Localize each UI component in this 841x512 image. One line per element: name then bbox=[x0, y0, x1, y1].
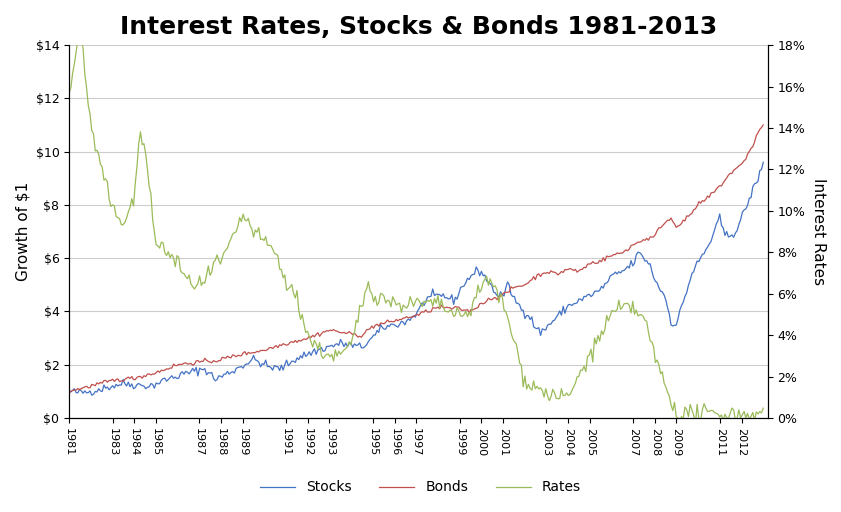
Bonds bbox=[569, 267, 579, 273]
Legend: Stocks, Bonds, Rates: Stocks, Bonds, Rates bbox=[255, 475, 586, 500]
Stocks bbox=[292, 355, 302, 361]
Line: Rates: Rates bbox=[69, 26, 764, 424]
Bonds bbox=[290, 337, 300, 344]
Stocks bbox=[87, 392, 97, 398]
Stocks bbox=[502, 279, 512, 285]
Stocks bbox=[64, 387, 74, 393]
Rates bbox=[759, 405, 769, 411]
Rates bbox=[502, 314, 512, 320]
Bonds bbox=[759, 122, 769, 128]
Rates bbox=[64, 90, 74, 96]
Rates bbox=[570, 380, 580, 387]
Stocks bbox=[759, 159, 769, 165]
Bonds bbox=[500, 289, 510, 295]
Rates bbox=[567, 388, 577, 394]
Stocks bbox=[150, 385, 160, 391]
Line: Stocks: Stocks bbox=[69, 162, 764, 395]
Rates bbox=[292, 287, 302, 293]
Bonds bbox=[565, 266, 575, 272]
Y-axis label: Interest Rates: Interest Rates bbox=[811, 178, 826, 285]
Rates bbox=[690, 421, 701, 427]
Bonds bbox=[339, 329, 349, 335]
Rates bbox=[341, 346, 351, 352]
Bonds bbox=[148, 371, 158, 377]
Y-axis label: Growth of $1: Growth of $1 bbox=[15, 182, 30, 281]
Stocks bbox=[567, 303, 577, 309]
Bonds bbox=[64, 390, 74, 396]
Line: Bonds: Bonds bbox=[69, 125, 764, 393]
Stocks bbox=[570, 301, 580, 307]
Stocks bbox=[341, 340, 351, 346]
Title: Interest Rates, Stocks & Bonds 1981-2013: Interest Rates, Stocks & Bonds 1981-2013 bbox=[119, 15, 717, 39]
Rates bbox=[75, 23, 85, 29]
Rates bbox=[150, 229, 160, 236]
